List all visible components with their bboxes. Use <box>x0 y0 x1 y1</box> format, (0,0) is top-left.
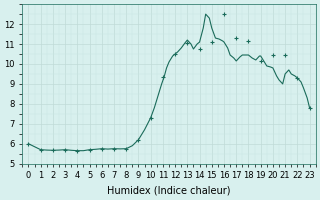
X-axis label: Humidex (Indice chaleur): Humidex (Indice chaleur) <box>107 186 231 196</box>
